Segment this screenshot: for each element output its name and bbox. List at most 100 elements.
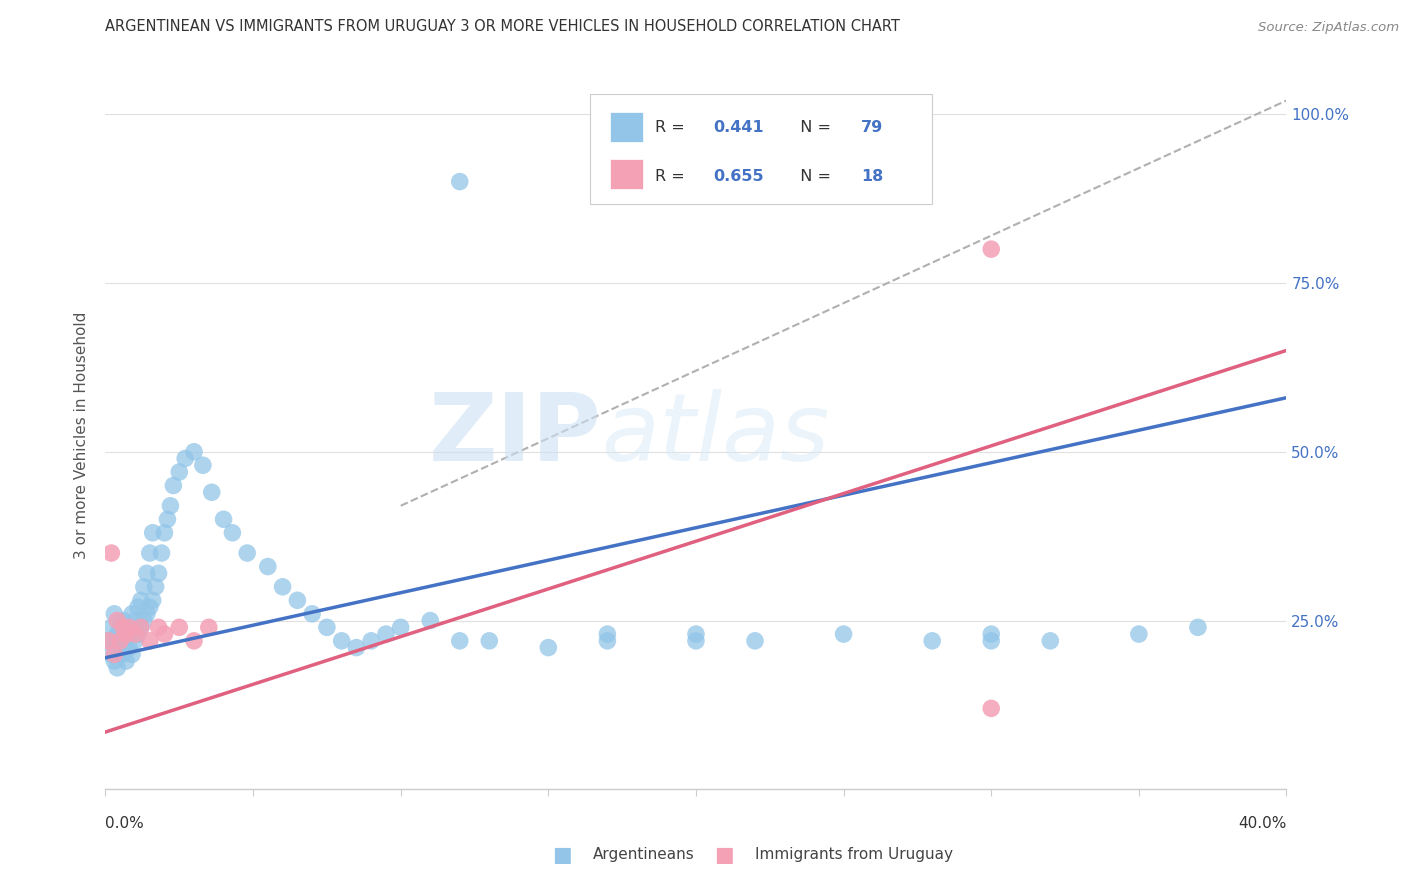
Point	[153, 627, 176, 641]
Point	[105, 640, 128, 655]
Point	[124, 614, 146, 628]
Point	[221, 525, 243, 540]
Point	[197, 620, 219, 634]
Point	[138, 633, 162, 648]
Point	[1187, 620, 1209, 634]
Text: 18: 18	[862, 169, 883, 184]
Point	[449, 175, 471, 189]
Point	[132, 580, 155, 594]
Bar	[610, 159, 643, 189]
Point	[129, 593, 152, 607]
Point	[301, 607, 323, 621]
Point	[115, 627, 138, 641]
Point	[1128, 627, 1150, 641]
Point	[132, 614, 155, 628]
Point	[183, 633, 205, 648]
Point	[159, 499, 181, 513]
Point	[129, 620, 152, 634]
Text: R =: R =	[655, 169, 689, 184]
Point	[537, 640, 560, 655]
Point	[115, 654, 138, 668]
Text: N =: N =	[790, 169, 837, 184]
Point	[142, 593, 165, 607]
Point	[346, 640, 368, 655]
Point	[191, 458, 214, 473]
Point	[162, 478, 184, 492]
Point	[148, 620, 170, 634]
Point	[135, 607, 157, 621]
Point	[138, 546, 162, 560]
Point	[112, 614, 135, 628]
Point	[97, 633, 120, 648]
FancyBboxPatch shape	[589, 95, 932, 204]
Point	[980, 627, 1002, 641]
Point	[315, 620, 337, 634]
Point	[110, 633, 132, 648]
Point	[153, 525, 176, 540]
Point	[150, 546, 173, 560]
Y-axis label: 3 or more Vehicles in Household: 3 or more Vehicles in Household	[75, 311, 90, 558]
Text: ZIP: ZIP	[429, 389, 602, 481]
Point	[980, 633, 1002, 648]
Point	[389, 620, 412, 634]
Text: 0.655: 0.655	[714, 169, 765, 184]
Point	[124, 633, 146, 648]
Point	[1039, 633, 1062, 648]
Point	[921, 633, 943, 648]
Point	[100, 620, 122, 634]
Point	[138, 600, 162, 615]
Point	[169, 465, 191, 479]
Point	[103, 654, 125, 668]
Point	[103, 607, 125, 621]
Text: ■: ■	[714, 845, 734, 864]
Point	[212, 512, 235, 526]
Point	[449, 633, 471, 648]
Point	[287, 593, 309, 607]
Point	[174, 451, 197, 466]
Point	[374, 627, 398, 641]
Point	[980, 242, 1002, 256]
Point	[201, 485, 224, 500]
Point	[256, 559, 278, 574]
Point	[980, 701, 1002, 715]
Point	[103, 633, 125, 648]
Text: N =: N =	[790, 120, 837, 136]
Text: 79: 79	[862, 120, 883, 136]
Point	[103, 648, 125, 662]
Point	[360, 633, 382, 648]
Text: Immigrants from Uruguay: Immigrants from Uruguay	[755, 847, 953, 862]
Text: atlas: atlas	[602, 389, 830, 481]
Point	[169, 620, 191, 634]
Point	[236, 546, 259, 560]
Point	[118, 627, 141, 641]
Text: ARGENTINEAN VS IMMIGRANTS FROM URUGUAY 3 OR MORE VEHICLES IN HOUSEHOLD CORRELATI: ARGENTINEAN VS IMMIGRANTS FROM URUGUAY 3…	[105, 20, 900, 34]
Point	[100, 546, 122, 560]
Point	[97, 633, 120, 648]
Point	[110, 633, 132, 648]
Text: 0.0%: 0.0%	[105, 816, 145, 830]
Point	[135, 566, 157, 581]
Point	[271, 580, 294, 594]
Point	[121, 648, 143, 662]
Point	[118, 640, 141, 655]
Point	[112, 648, 135, 662]
Point	[118, 620, 141, 634]
Text: ■: ■	[553, 845, 572, 864]
Text: 40.0%: 40.0%	[1239, 816, 1286, 830]
Point	[129, 620, 152, 634]
Point	[832, 627, 855, 641]
Point	[127, 600, 149, 615]
Text: R =: R =	[655, 120, 689, 136]
Point	[419, 614, 441, 628]
Point	[596, 633, 619, 648]
Text: Argentineans: Argentineans	[593, 847, 695, 862]
Point	[685, 627, 707, 641]
Point	[127, 627, 149, 641]
Point	[121, 607, 143, 621]
Point	[596, 627, 619, 641]
Point	[685, 633, 707, 648]
Text: Source: ZipAtlas.com: Source: ZipAtlas.com	[1258, 21, 1399, 34]
Point	[105, 661, 128, 675]
Point	[100, 648, 122, 662]
Point	[115, 633, 138, 648]
